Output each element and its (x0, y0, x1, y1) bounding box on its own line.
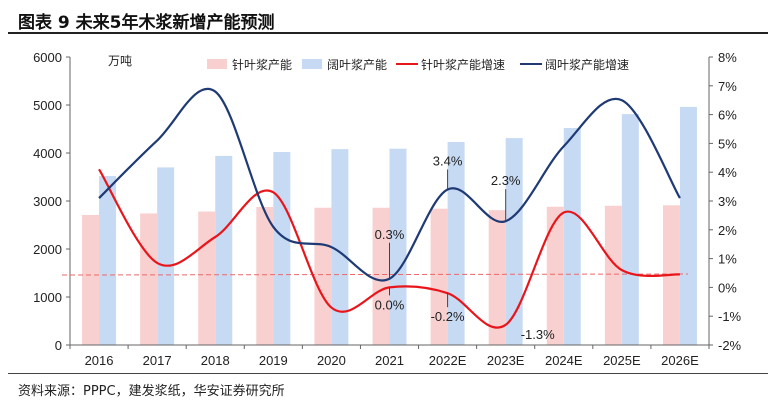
right-tick-label: 0% (718, 280, 737, 295)
x-tick-label: 2025E (603, 353, 641, 368)
figure-title: 图表 9 未来5年木浆新增产能预测 (18, 13, 275, 33)
bar-hardwood (157, 167, 175, 345)
right-tick-label: 3% (718, 194, 737, 209)
right-tick-label: 2% (718, 223, 737, 238)
left-tick-label: 6000 (33, 50, 62, 65)
bar-hardwood (621, 114, 639, 346)
right-tick-label: 6% (718, 108, 737, 123)
data-label: 2.3% (491, 173, 521, 188)
bar-hardwood (99, 176, 117, 345)
x-tick-label: 2018 (201, 353, 230, 368)
bar-hardwood (563, 128, 581, 345)
x-tick-label: 2024E (545, 353, 583, 368)
bar-softwood (140, 213, 158, 345)
legend-label: 阔叶浆产能增速 (545, 57, 629, 72)
left-tick-label: 4000 (33, 146, 62, 161)
x-tick-label: 2016 (85, 353, 114, 368)
bar-softwood (82, 214, 100, 345)
right-tick-label: 7% (718, 79, 737, 94)
data-label: -1.3% (521, 327, 555, 342)
bar-softwood (198, 211, 216, 345)
left-tick-label: 3000 (33, 194, 62, 209)
bar-softwood (604, 205, 622, 345)
right-tick-label: 4% (718, 165, 737, 180)
right-tick-label: -1% (718, 309, 742, 324)
bar-hardwood (273, 152, 291, 345)
source-rule (8, 373, 768, 374)
title-rule (8, 32, 768, 34)
x-tick-label: 2020 (317, 353, 346, 368)
bar-hardwood (679, 106, 697, 345)
bar-softwood (314, 207, 332, 345)
x-tick-label: 2023E (487, 353, 525, 368)
x-tick-label: 2026E (661, 353, 699, 368)
data-label: 0.3% (375, 227, 405, 242)
left-tick-label: 1000 (33, 290, 62, 305)
legend-label: 针叶浆产能增速 (421, 57, 505, 72)
data-label: 0.0% (375, 297, 405, 312)
legend-label: 阔叶浆产能 (327, 57, 387, 72)
data-label: -0.2% (431, 309, 465, 324)
left-axis-unit: 万吨 (108, 54, 132, 68)
bar-softwood (372, 207, 390, 345)
bar-softwood (546, 206, 564, 345)
reference-line (61, 273, 688, 276)
x-tick-label: 2017 (143, 353, 172, 368)
left-tick-label: 2000 (33, 242, 62, 257)
right-tick-label: 5% (718, 136, 737, 151)
line-softwood-growth (98, 168, 681, 329)
bar-hardwood (389, 148, 407, 345)
x-tick-label: 2019 (259, 353, 288, 368)
x-tick-label: 2021 (375, 353, 404, 368)
right-tick-label: 1% (718, 252, 737, 267)
legend-swatch (302, 59, 322, 69)
bar-softwood (430, 208, 448, 345)
bar-hardwood (215, 155, 233, 345)
left-tick-label: 0 (55, 338, 62, 353)
data-label: 3.4% (433, 153, 463, 168)
x-tick-label: 2022E (429, 353, 467, 368)
legend-swatch (207, 59, 227, 69)
bar-softwood (256, 207, 274, 345)
legend-label: 针叶浆产能 (232, 57, 292, 72)
right-tick-label: -2% (718, 338, 742, 353)
bar-hardwood (331, 149, 349, 345)
right-tick-label: 8% (718, 50, 737, 65)
bar-softwood (488, 210, 506, 345)
bar-hardwood (505, 138, 523, 345)
source-note: 资料来源：PPPC，建发浆纸，华安证券研究所 (18, 384, 285, 399)
left-tick-label: 5000 (33, 98, 62, 113)
